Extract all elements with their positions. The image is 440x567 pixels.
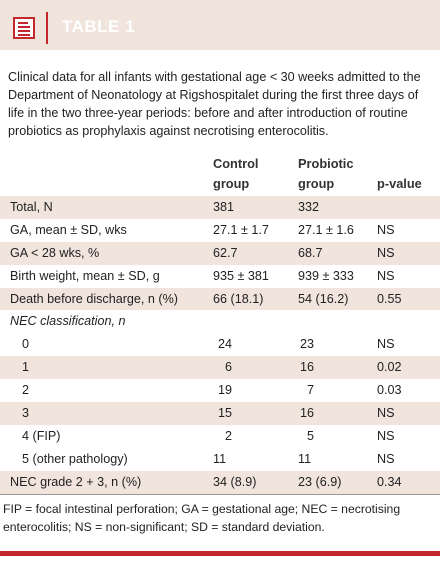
table-title: TABLE 1 [62,17,136,36]
cell-control: 11 [213,451,227,466]
table-caption: Clinical data for all infants with gesta… [8,70,421,138]
cell-control: 381 [213,200,235,214]
table-row: 1 6 16 0.02 [0,356,440,380]
document-icon [13,17,35,39]
clinical-data-table: Control group Probiotic group p-value To… [0,154,440,495]
cell-pvalue: 0.34 [377,474,402,489]
cell-probiotic: 23 (6.9) [298,474,342,489]
header-divider [46,12,48,44]
row-label: Death before discharge, n (%) [10,291,179,306]
row-label: NEC grade 2 + 3, n (%) [10,474,142,489]
table-row: 5 (other pathology) 11 11 NS [0,448,440,471]
cell-control: 62.7 [213,245,238,260]
row-label: 0 [22,337,30,352]
table-row: Death before discharge, n (%) 66 (18.1) 54… [0,287,440,311]
cell-pvalue: NS [377,428,395,443]
cell-control: 6 [224,360,232,375]
cell-probiotic: 68.7 [298,245,323,260]
table-row: Total, N 381 332 [0,196,440,219]
row-label: 2 [22,383,30,398]
row-label: GA, mean ± SD, wks [10,222,127,237]
table-header-bar: TABLE 1 [0,0,440,50]
cell-control: 34 (8.9) [213,474,257,489]
cell-probiotic: 939 ± 333 [298,268,354,283]
cell-pvalue: NS [377,337,395,352]
table-row: GA < 28 wks, % 62.7 68.7 NS [0,241,440,265]
cell-pvalue: NS [377,406,395,421]
cell-probiotic: 27.1 ± 1.6 [298,222,354,237]
col-header-control-2: group [213,176,250,191]
cell-probiotic: 7 [306,383,314,398]
table-row: Birth weight, mean ± SD, g 935 ± 381 939 ±… [0,265,440,288]
cell-probiotic: 332 [298,200,320,214]
row-label: GA < 28 wks, % [10,245,100,260]
cell-pvalue: 0.03 [377,383,402,398]
table-row: NEC classification, n [0,310,440,333]
table-row: 0 24 23 NS [0,333,440,356]
table-footnote: FIP = focal intestinal perforation; GA =… [3,502,401,534]
row-label: 5 (other pathology) [22,451,128,466]
row-label: 1 [22,360,30,375]
row-label: Birth weight, mean ± SD, g [10,268,160,283]
row-label: NEC classification, n [10,314,126,329]
cell-probiotic: 23 [299,337,314,352]
cell-probiotic: 16 [299,360,314,375]
cell-control: 19 [217,383,232,398]
table-row: GA, mean ± SD, wks 27.1 ± 1.7 27.1 ± 1.6 NS [0,219,440,242]
bottom-rule [0,551,440,556]
cell-control: 24 [217,337,232,352]
table-row: 3 15 16 NS [0,402,440,425]
table-row: 4 (FIP) 2 5 NS [0,425,440,448]
cell-probiotic: 16 [299,406,314,421]
cell-pvalue: NS [377,245,395,260]
table-row: 2 19 7 0.03 [0,379,440,402]
cell-probiotic: 11 [298,451,312,466]
cell-pvalue: 0.02 [377,360,402,375]
col-header-probiotic-1: Probiotic [298,156,354,171]
col-header-pvalue: p-value [377,176,422,191]
row-label: Total, N [10,200,53,214]
table-row: NEC grade 2 + 3, n (%) 34 (8.9) 23 (6.9) 0.… [0,470,440,495]
cell-control: 2 [224,428,232,443]
cell-pvalue: NS [377,222,395,237]
row-label: 3 [22,406,30,421]
cell-probiotic: 54 (16.2) [298,291,349,306]
col-header-probiotic-2: group [298,176,335,191]
cell-control: 935 ± 381 [213,268,269,283]
col-header-control-1: Control [213,156,259,171]
cell-pvalue: 0.55 [377,291,402,306]
cell-control: 66 (18.1) [213,291,264,306]
row-label: 4 (FIP) [22,428,61,443]
cell-pvalue: NS [377,451,395,466]
cell-control: 15 [217,406,232,421]
cell-pvalue: NS [377,268,395,283]
cell-control: 27.1 ± 1.7 [213,222,269,237]
cell-probiotic: 5 [306,428,314,443]
table-column-headers: Control group Probiotic group p-value [0,154,440,196]
